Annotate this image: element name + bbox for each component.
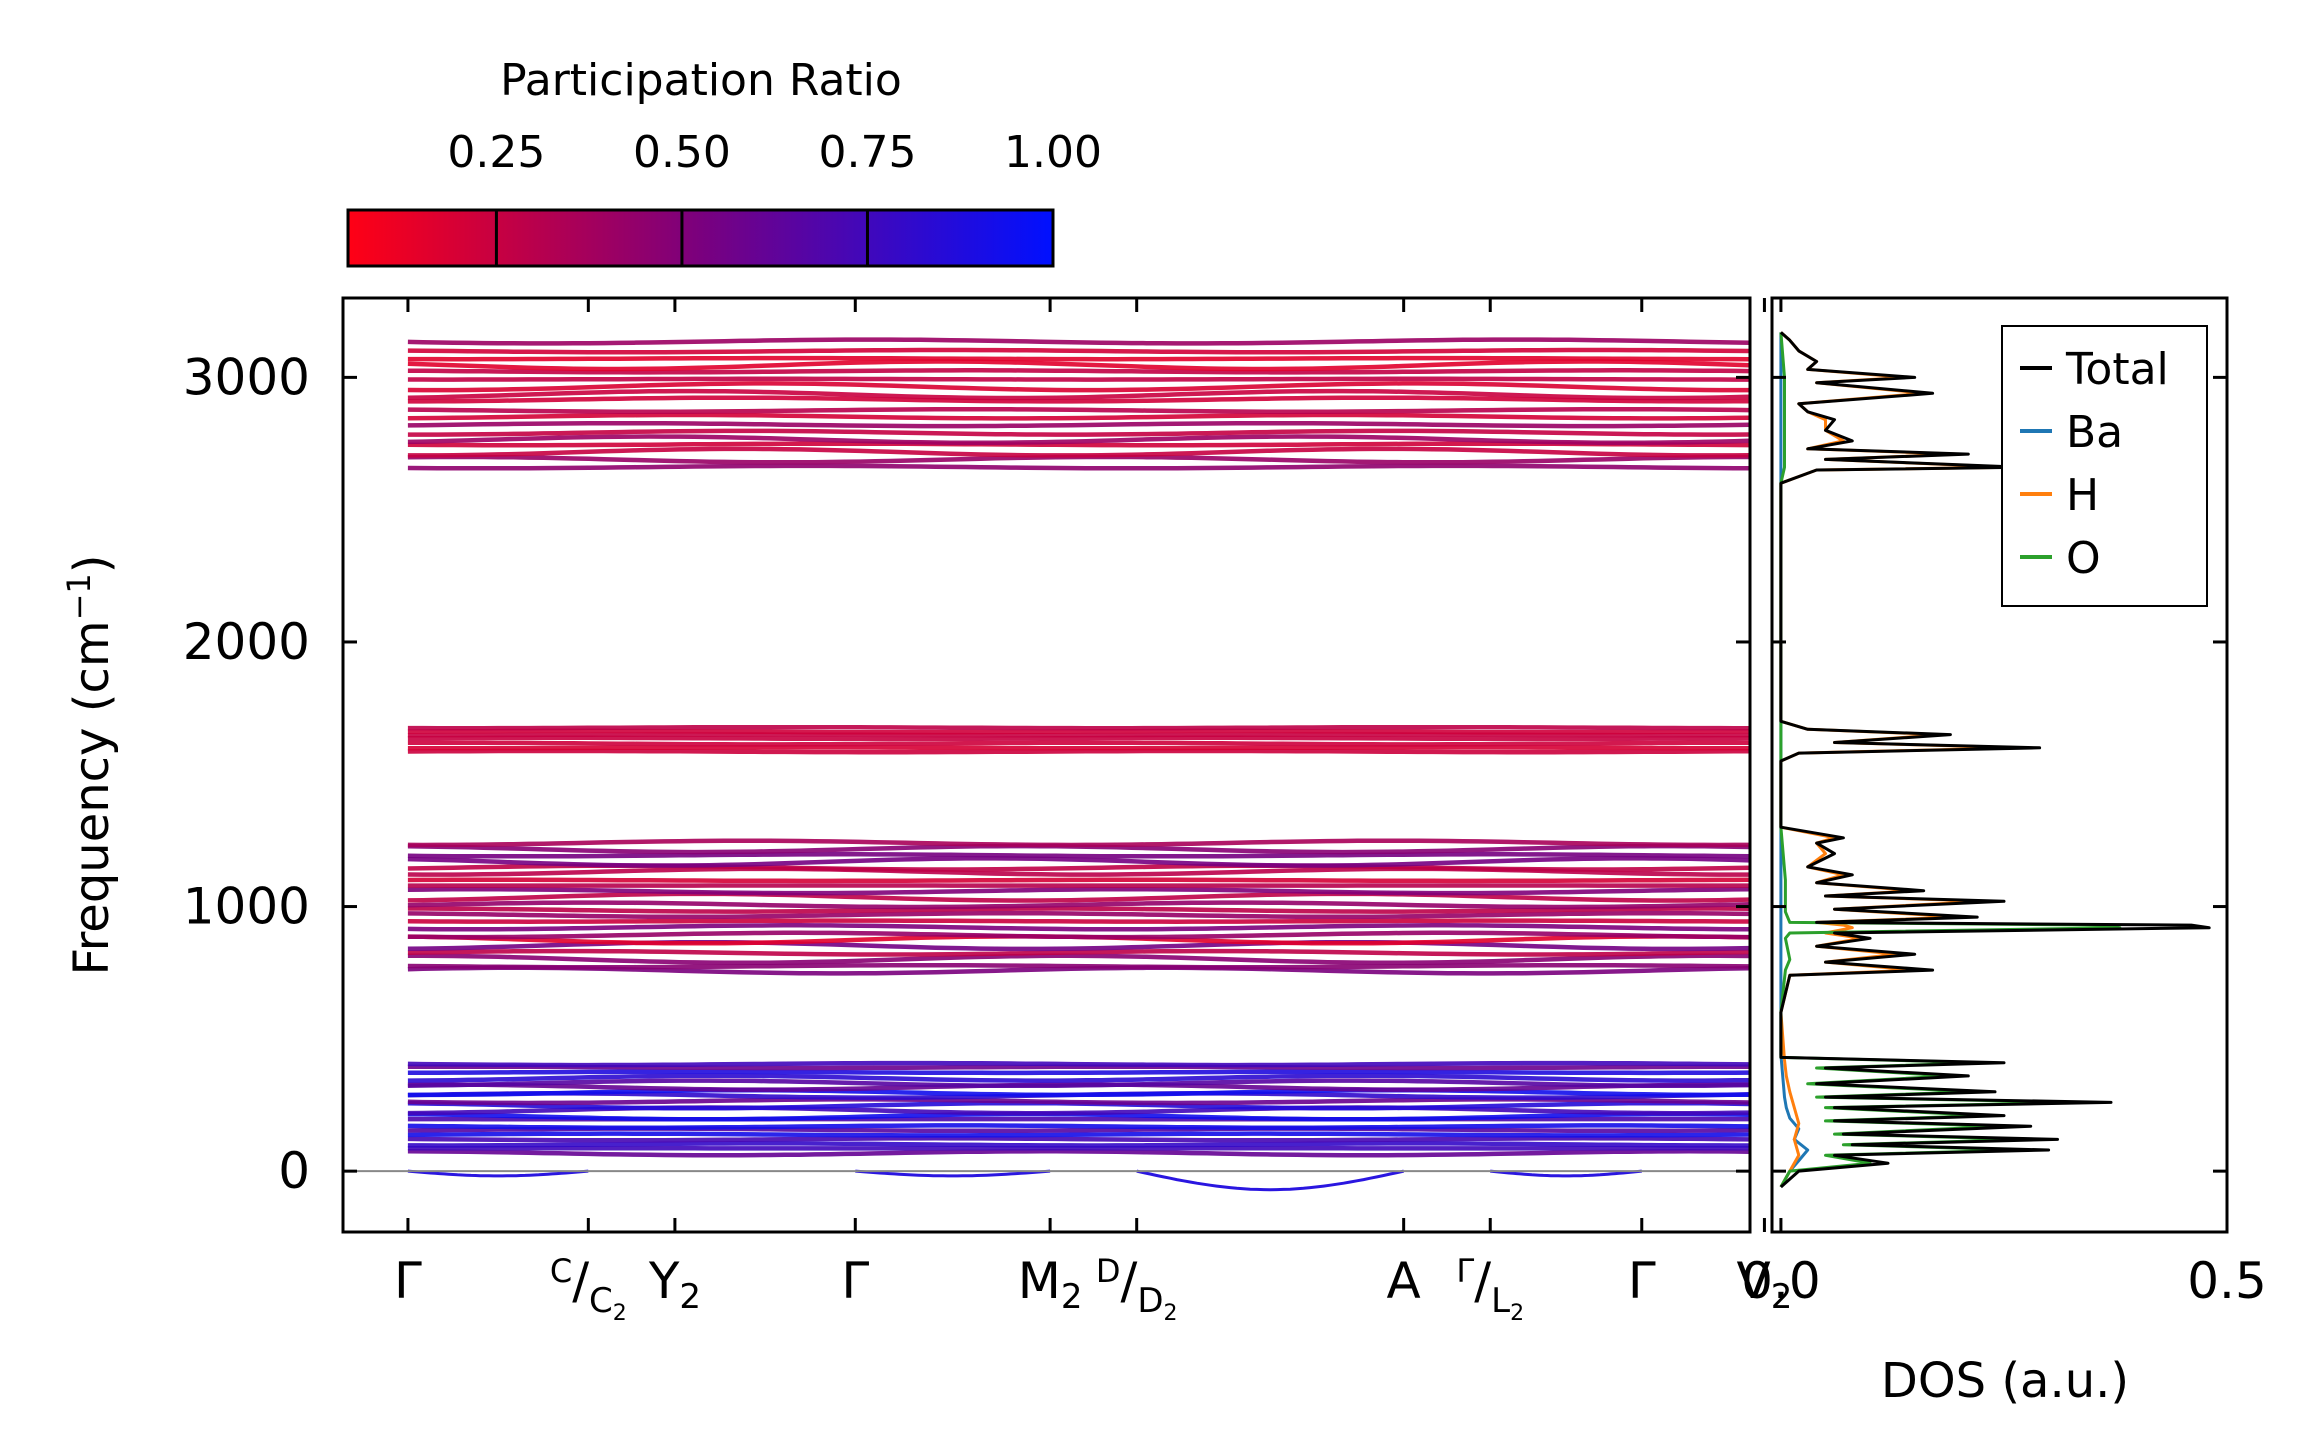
legend-label: Total (2065, 344, 2169, 395)
colorbar-tick-label: 0.75 (818, 127, 916, 178)
band-line (407, 406, 1750, 414)
band-line (407, 887, 1750, 896)
dos-x-axis-label: DOS (a.u.) (1881, 1353, 2129, 1409)
colorbar-tick-label: 1.00 (1004, 127, 1102, 178)
band-line (407, 963, 1750, 970)
kpoint-label: Γ (394, 1252, 422, 1310)
band-line (407, 930, 1750, 940)
acoustic-band (855, 1169, 1051, 1178)
band-line (407, 376, 1750, 382)
acoustic-band (407, 1169, 589, 1178)
band-line (407, 412, 1750, 421)
band-line (407, 1060, 1750, 1068)
kpoint-label: Γ (841, 1252, 869, 1310)
legend-label: Ba (2066, 407, 2123, 458)
y-tick-label: 1000 (183, 878, 310, 936)
band-line (407, 1131, 1750, 1138)
band-line (407, 388, 1750, 401)
band-line (407, 724, 1750, 731)
colorbar-title: Participation Ratio (500, 55, 902, 106)
dos-x-tick-label: 0.5 (2187, 1252, 2267, 1310)
band-line (407, 732, 1750, 738)
legend-label: H (2066, 470, 2099, 521)
band-line (407, 1078, 1750, 1089)
band-axes: 0 1000 2000 3000 Γ C/C2 Y2 Γ M2D/D2 A Γ/L2 Γ V2 (183, 298, 1793, 1326)
band-line (407, 745, 1750, 751)
band-line (407, 1123, 1750, 1130)
kpoint-label: Γ (1628, 1252, 1656, 1310)
band-line (407, 965, 1750, 976)
band-line (407, 728, 1750, 735)
dos-plot-frame (1770, 296, 2229, 1234)
band-line (407, 877, 1750, 884)
y-axis-label: Frequency (cm−1) (60, 554, 120, 975)
band-line (407, 1136, 1750, 1143)
band-line (407, 900, 1750, 910)
band-line (407, 838, 1750, 848)
band-structure-panel: 0 1000 2000 3000 Γ C/C2 Y2 Γ M2D/D2 A Γ/L2 Γ V2 Freq… (60, 296, 1793, 1326)
kpoint-label: D/D2 (1096, 1252, 1178, 1326)
band-line (407, 355, 1750, 362)
kpoint-label: M2 (1018, 1252, 1083, 1317)
y-tick-label: 0 (278, 1142, 310, 1200)
colorbar: Participation Ratio 0.25 0.50 0.75 1.00 (346, 55, 1102, 268)
dos-line-total (1779, 331, 2211, 1189)
dos-line-ba (1779, 332, 1810, 1188)
dos-curves (1779, 331, 2211, 1189)
band-line (407, 381, 1750, 393)
band-line (407, 852, 1750, 859)
colorbar-tick-label: 0.50 (633, 127, 731, 178)
acoustic-band (1490, 1169, 1642, 1178)
colorbar-ticks: 0.25 0.50 0.75 1.00 (447, 127, 1102, 266)
kpoint-label: Γ/L2 (1456, 1252, 1524, 1326)
band-line (407, 1149, 1750, 1158)
band-line (407, 1073, 1750, 1083)
band-line (407, 891, 1750, 903)
band-line (407, 463, 1750, 471)
band-line (407, 1087, 1750, 1098)
band-line (407, 446, 1750, 458)
kpoint-label: V2 (1737, 1252, 1793, 1317)
band-line (407, 856, 1750, 868)
band-line (407, 1069, 1750, 1076)
band-line (407, 923, 1750, 932)
band-line (407, 368, 1750, 375)
band-line (407, 395, 1750, 404)
band-line (407, 434, 1750, 446)
phonon-bands (407, 337, 1750, 1192)
kpoint-label: C/C2 (550, 1252, 627, 1326)
band-line (407, 454, 1750, 465)
band-line (407, 918, 1750, 924)
band-line (407, 420, 1750, 429)
band-plot-frame (341, 296, 1752, 1234)
legend-label: O (2066, 533, 2101, 584)
band-line (407, 428, 1750, 437)
band-line (407, 1141, 1750, 1148)
band-line (407, 906, 1750, 914)
band-line (407, 953, 1750, 966)
band-line (407, 748, 1750, 755)
dos-panel: 0.0 0.5 DOS (a.u.) Total Ba HO (1741, 296, 2267, 1409)
colorbar-tick-label: 0.25 (447, 127, 545, 178)
band-line (407, 347, 1750, 355)
band-line (407, 1064, 1750, 1071)
legend-box (2001, 325, 2208, 607)
band-line (407, 337, 1750, 346)
y-tick-label: 2000 (183, 613, 310, 671)
band-line (407, 740, 1750, 747)
colorbar-gradient (346, 208, 1055, 268)
dos-legend: Total Ba HO (2001, 325, 2208, 607)
band-line (407, 359, 1750, 372)
dos-x-tick-label: 0.0 (1741, 1252, 1821, 1310)
band-line (407, 948, 1750, 957)
band-line (407, 735, 1750, 742)
kpoint-label: A (1387, 1252, 1421, 1310)
dos-axes: 0.0 0.5 (1741, 298, 2267, 1310)
y-tick-label: 3000 (183, 348, 310, 406)
band-line (407, 910, 1750, 920)
acoustic-band (1136, 1169, 1405, 1192)
kpoint-label: Y2 (648, 1252, 701, 1317)
